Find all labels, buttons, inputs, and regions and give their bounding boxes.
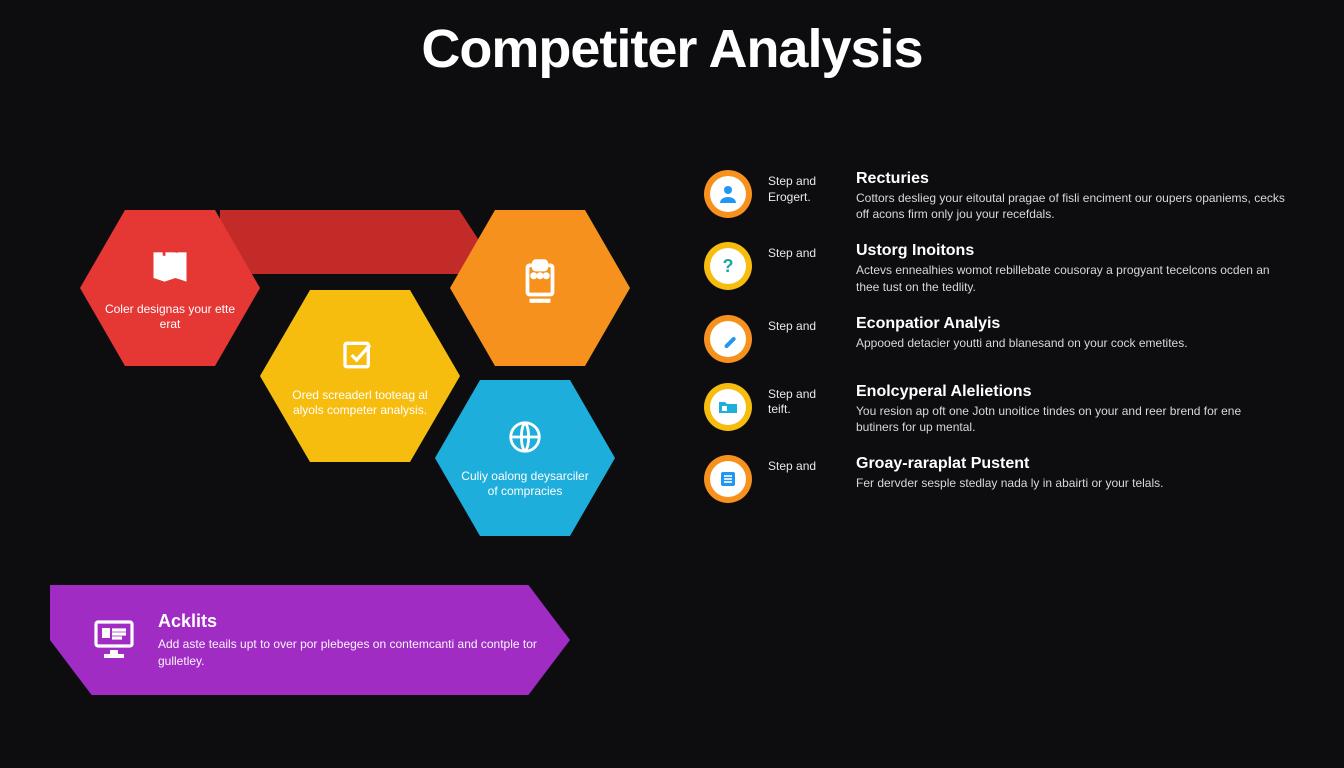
map-icon xyxy=(148,245,192,294)
item-title: Econpatior Analyis xyxy=(856,315,1188,333)
check-icon xyxy=(340,335,380,380)
item-title: Groay-raraplat Pustent xyxy=(856,455,1163,473)
step-label: Step and xyxy=(768,315,840,335)
item-body: Actevs ennealhies womot rebillebate cous… xyxy=(856,262,1286,294)
banner-title: Acklits xyxy=(158,611,540,632)
item-title: Ustorg Inoitons xyxy=(856,242,1286,260)
item-body: Appooed detacier youtti and blanesand on… xyxy=(856,335,1188,351)
hex-orange xyxy=(450,210,630,366)
banner-body: Add aste teails upt to over por plebeges… xyxy=(158,636,540,668)
folder-icon xyxy=(704,383,752,431)
list-icon xyxy=(704,455,752,503)
step-label: Step and xyxy=(768,242,840,262)
list-item: Step and Groay-raraplat Pustent Fer derv… xyxy=(704,455,1304,503)
hex-yellow-label: Ored screaderl tooteag al alyols compete… xyxy=(284,388,436,418)
avatar-icon xyxy=(704,170,752,218)
hex-cluster: Coler designas your ette erat Ored screa… xyxy=(50,190,690,750)
list-item: Step and Econpatior Analyis Appooed deta… xyxy=(704,315,1304,363)
item-title: Enolcyperal Alelietions xyxy=(856,383,1286,401)
hex-bridge xyxy=(220,210,480,274)
list-item: ? Step and Ustorg Inoitons Actevs enneal… xyxy=(704,242,1304,294)
question-icon: ? xyxy=(704,242,752,290)
item-body: Fer dervder sesple stedlay nada ly in ab… xyxy=(856,475,1163,491)
monitor-icon xyxy=(90,614,138,667)
svg-text:?: ? xyxy=(723,256,734,276)
page-title: Competiter Analysis xyxy=(0,0,1344,80)
step-label: Step and Erogert. xyxy=(768,170,840,205)
pencil-icon xyxy=(704,315,752,363)
item-body: Cottors deslieg your eitoutal pragae of … xyxy=(856,190,1286,222)
globe-icon xyxy=(506,418,544,461)
step-label: Step and teift. xyxy=(768,383,840,418)
list-item: Step and teift. Enolcyperal Alelietions … xyxy=(704,383,1304,435)
right-list: Step and Erogert. Recturies Cottors desl… xyxy=(704,170,1304,503)
hex-yellow: Ored screaderl tooteag al alyols compete… xyxy=(260,290,460,462)
hex-cyan-label: Culiy oalong deysarciler of compracies xyxy=(459,469,591,499)
banner-purple: Acklits Add aste teails upt to over por … xyxy=(50,585,570,695)
hex-red-label: Coler designas your ette erat xyxy=(104,302,236,332)
clipboard-icon xyxy=(515,257,565,312)
step-label: Step and xyxy=(768,455,840,475)
list-item: Step and Erogert. Recturies Cottors desl… xyxy=(704,170,1304,222)
item-title: Recturies xyxy=(856,170,1286,188)
item-body: You resion ap oft one Jotn unoitice tind… xyxy=(856,403,1286,435)
hex-cyan: Culiy oalong deysarciler of compracies xyxy=(435,380,615,536)
